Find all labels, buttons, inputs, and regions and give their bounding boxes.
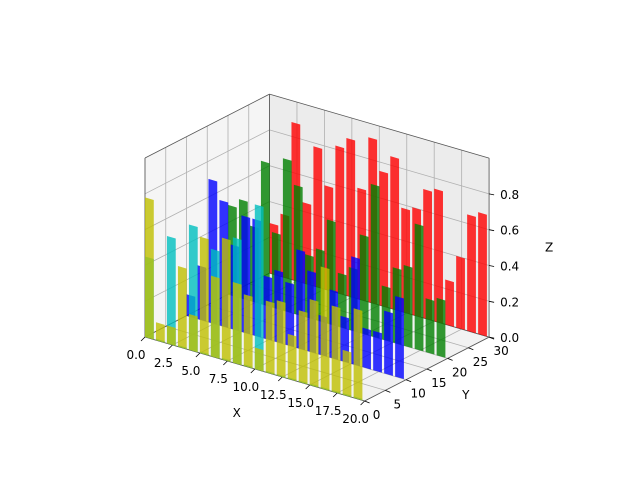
- bar: [243, 294, 253, 369]
- bar: [309, 299, 319, 388]
- y-axis-label: Y: [461, 388, 470, 402]
- axis-labels: 0.0 2.5 5.0 7.5 10.012.515.017.520.0 05 10 15 20…: [126, 188, 553, 426]
- bar: [414, 223, 424, 352]
- bar: [221, 237, 231, 362]
- bar: [285, 281, 295, 348]
- bar: [370, 183, 380, 339]
- x-tick-label: 0.0: [126, 348, 145, 362]
- x-tick-label: 10.0: [232, 380, 259, 394]
- x-tick: [360, 400, 365, 406]
- bar: [456, 255, 465, 331]
- x-tick: [223, 360, 228, 366]
- x-tick-label: 2.5: [154, 356, 173, 370]
- x-tick: [250, 368, 256, 374]
- bar: [320, 266, 330, 391]
- bar: [265, 300, 275, 375]
- y-tick: [385, 389, 391, 393]
- x-tick: [305, 384, 310, 390]
- y-tick-label: 0: [373, 408, 381, 422]
- bar: [478, 212, 487, 337]
- bar: [467, 214, 476, 334]
- bar: [403, 265, 413, 349]
- y-tick-label: 5: [394, 397, 402, 411]
- x-tick: [277, 376, 283, 382]
- bar: [282, 158, 292, 313]
- bar: [155, 322, 165, 343]
- x-tick-label: 15.0: [287, 396, 314, 410]
- x-tick-label: 20.0: [342, 412, 369, 426]
- bar: [287, 333, 297, 382]
- bar: [342, 349, 352, 398]
- z-tick: [489, 229, 495, 232]
- bar: [254, 347, 264, 372]
- y-tick: [405, 379, 412, 383]
- axis-edge: [269, 93, 490, 159]
- bar: [436, 297, 446, 358]
- x-tick: [140, 336, 146, 342]
- bar: [434, 188, 443, 324]
- bar: [199, 236, 209, 356]
- y-tick-label: 30: [493, 344, 508, 358]
- bar: [166, 325, 176, 346]
- x-tick: [195, 352, 201, 358]
- bar: [423, 189, 432, 321]
- bar: [425, 298, 435, 355]
- x-axis-label: X: [233, 406, 241, 420]
- bar: [359, 234, 369, 336]
- y-tick-label: 15: [431, 376, 446, 390]
- z-tick-label: 0.2: [500, 295, 519, 309]
- bar: [379, 170, 389, 308]
- z-tick: [489, 336, 495, 339]
- bar: [210, 275, 220, 359]
- bar: [145, 197, 154, 340]
- z-axis-label: Z: [545, 241, 553, 255]
- bar-series: [145, 121, 487, 401]
- bar: [298, 310, 308, 385]
- bar: [395, 295, 404, 380]
- y-tick: [468, 347, 474, 351]
- bar: [254, 204, 264, 372]
- z-tick-label: 0.4: [500, 260, 519, 274]
- z-tick: [489, 300, 495, 303]
- bar: [166, 236, 176, 346]
- y-tick: [364, 400, 370, 404]
- bar: [335, 145, 345, 295]
- y-tick: [426, 368, 432, 372]
- x-tick-label: 7.5: [209, 372, 228, 386]
- x-tick-label: 17.5: [315, 404, 342, 418]
- bar: [353, 308, 363, 401]
- z-tick-label: 0.8: [500, 188, 519, 202]
- bar: [232, 282, 242, 366]
- bar: [177, 266, 187, 350]
- x-tick: [332, 392, 338, 398]
- y-tick-label: 20: [452, 365, 467, 379]
- z-tick: [489, 265, 495, 267]
- x-tick-label: 5.0: [181, 364, 200, 378]
- x-tick-label: 12.5: [260, 388, 287, 402]
- y-tick: [447, 358, 453, 361]
- bar: [373, 330, 382, 373]
- y-tick-label: 25: [473, 355, 488, 369]
- z-tick-label: 0.0: [500, 331, 519, 345]
- bar: [362, 327, 371, 370]
- bar: [276, 300, 286, 378]
- bar: [331, 305, 341, 394]
- x-tick: [168, 344, 173, 350]
- z-tick: [489, 193, 495, 196]
- bar: [384, 310, 393, 376]
- axis-edge: [144, 93, 270, 159]
- y-tick-label: 10: [410, 387, 425, 401]
- tick-marks: [140, 193, 495, 406]
- bar: [445, 279, 454, 327]
- bar: [188, 314, 198, 353]
- z-tick-label: 0.6: [500, 224, 519, 238]
